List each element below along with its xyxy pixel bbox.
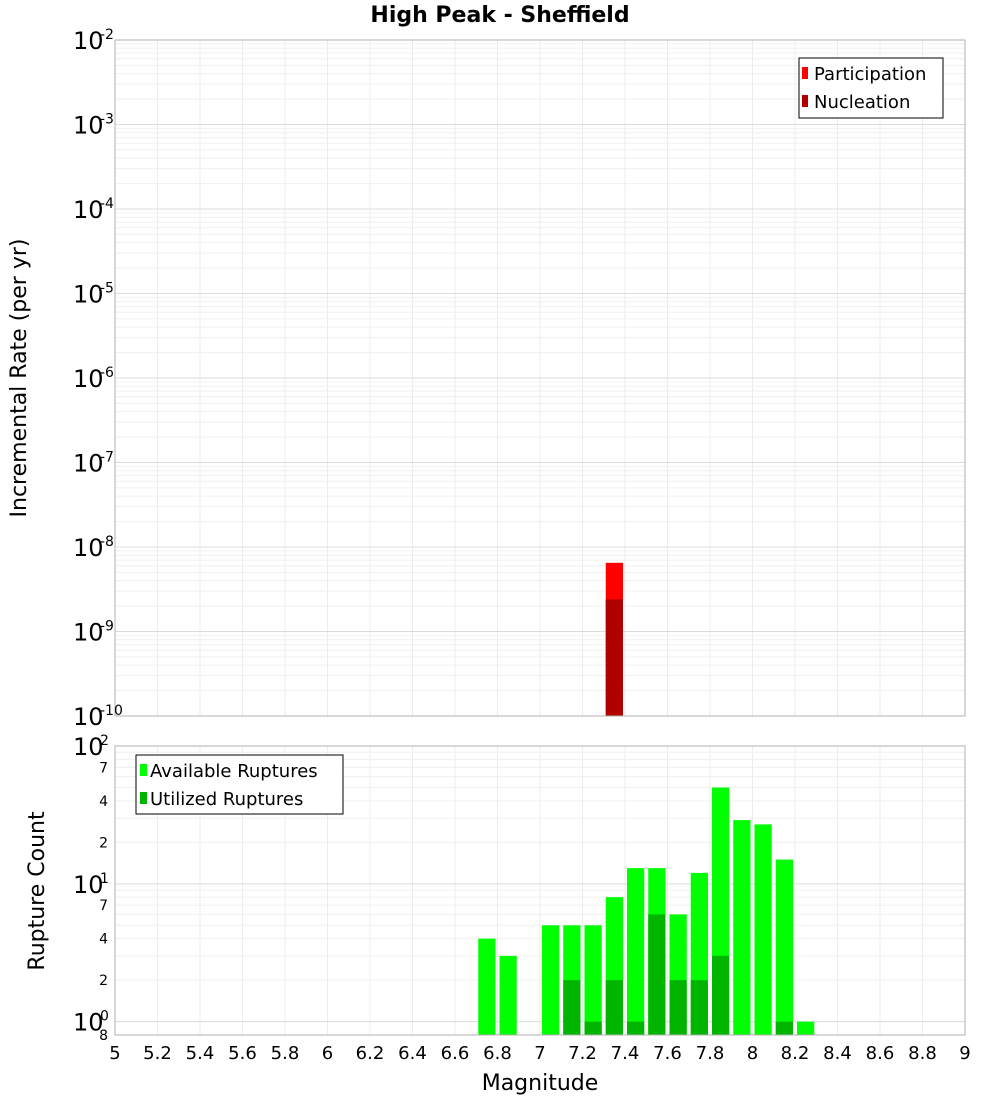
legend-swatch-participation [802,67,808,79]
x-tick-label: 8.4 [823,1043,852,1064]
count-y-tick-label: 10 [73,1009,104,1037]
rate-y-tick-label: 10 [73,534,104,562]
count-x-ticks: 5 5.2 5.4 5.6 5.8 6 6.2 6.4 6.6 6.8 7 7.2 7.4 7.6 7.8 8… [109,1043,970,1064]
available-ruptures-bar [733,820,751,1035]
rate-legend-box [798,57,944,119]
count-y-minor-tick-label: 2 [99,973,108,989]
x-tick-label: 9 [959,1043,970,1064]
rate-grid [115,40,965,717]
count-y-minor-tick-label: 4 [99,794,108,810]
count-y-tick-label: 10 [73,733,104,761]
x-tick-label: 5.2 [143,1043,172,1064]
rate-panel: 10-210-310-410-510-610-710-810-910-10 In… [7,27,966,731]
rate-y-tick-label: 10 [73,196,104,224]
count-y-tick-exponent: 1 [100,871,109,887]
count-y-axis-title: Rupture Count [25,811,50,971]
x-tick-label: 8.6 [866,1043,895,1064]
x-tick-label: 7.2 [568,1043,597,1064]
utilized-ruptures-bar [669,980,687,1035]
x-tick-label: 5.4 [186,1043,215,1064]
rate-y-tick-exponent: -9 [100,619,114,635]
count-y-minor-tick-label: 7 [99,898,108,914]
utilized-ruptures-bar [690,980,708,1035]
x-tick-label: 6.6 [441,1043,470,1064]
x-tick-label: 7 [534,1043,545,1064]
rate-y-tick-label: 10 [73,27,104,55]
utilized-ruptures-bar [605,980,623,1035]
x-tick-label: 8.2 [781,1043,810,1064]
x-tick-label: 7.4 [611,1043,640,1064]
chart-title: High Peak - Sheffield [370,3,629,28]
utilized-ruptures-bar [563,980,581,1035]
legend-label-utilized: Utilized Ruptures [150,789,303,810]
utilized-ruptures-bar [627,1021,645,1035]
x-axis-title: Magnitude [482,1071,599,1096]
rate-y-tick-label: 10 [73,619,104,647]
rate-y-ticks: 10-210-310-410-510-610-710-810-910-10 [73,27,123,731]
nucleation-bar [605,599,623,716]
available-ruptures-bar [754,824,772,1035]
rate-y-tick-exponent: -5 [100,281,114,297]
x-tick-label: 6 [322,1043,333,1064]
rate-plot-frame [114,39,966,717]
x-tick-label: 6.2 [356,1043,385,1064]
rate-y-tick-exponent: -6 [100,365,114,381]
available-ruptures-bar [775,859,793,1035]
count-legend-box [135,754,344,815]
available-ruptures-bar [627,868,645,1035]
utilized-ruptures-bar [712,955,730,1035]
x-tick-label: 6.4 [398,1043,427,1064]
legend-swatch-available [140,764,147,776]
x-tick-label: 5.6 [228,1043,257,1064]
count-y-tick-label: 10 [73,871,104,899]
rate-y-tick-exponent: -3 [100,112,114,128]
legend-label-nucleation: Nucleation [814,92,910,113]
rate-y-tick-exponent: -4 [100,196,114,212]
rate-y-tick-exponent: -7 [100,450,114,466]
x-tick-label: 5.8 [271,1043,300,1064]
x-tick-label: 7.6 [653,1043,682,1064]
rate-y-axis-title: Incremental Rate (per yr) [7,239,32,518]
utilized-ruptures-bar [584,1021,602,1035]
rate-y-tick-exponent: -8 [100,534,114,550]
rate-y-tick-label: 10 [73,450,104,478]
rate-y-tick-label: 10 [73,365,104,393]
legend-swatch-nucleation [802,95,808,107]
rate-y-tick-label: 10 [73,703,104,731]
x-tick-label: 7.8 [696,1043,725,1064]
count-y-tick-exponent: 0 [100,1009,109,1025]
rate-y-tick-label: 10 [73,112,104,140]
count-y-minor-tick-label: 2 [99,835,108,851]
count-y-minor-tick-label: 4 [99,932,108,948]
count-y-minor-tick-label: 8 [99,1028,108,1044]
count-plot-frame [114,745,966,1036]
legend-label-participation: Participation [814,64,926,85]
available-ruptures-bar [478,938,496,1035]
count-bars [478,787,815,1035]
rate-legend: Participation Nucleation [798,57,944,119]
available-ruptures-bar [797,1021,815,1035]
rate-y-tick-exponent: -10 [100,703,123,719]
x-tick-label: 8.8 [908,1043,937,1064]
available-ruptures-bar [542,925,560,1035]
available-ruptures-bar [499,955,517,1035]
rate-y-tick-exponent: -2 [100,27,114,43]
count-y-minor-tick-label: 7 [99,760,108,776]
x-tick-label: 5 [109,1043,120,1064]
count-legend: Available Ruptures Utilized Ruptures [135,754,344,815]
utilized-ruptures-bar [648,914,666,1035]
available-ruptures-bar [584,925,602,1035]
rate-bars [605,562,623,716]
legend-label-available: Available Ruptures [150,761,318,782]
utilized-ruptures-bar [775,1021,793,1035]
x-tick-label: 6.8 [483,1043,512,1064]
legend-swatch-utilized [140,792,147,804]
x-tick-label: 8 [747,1043,758,1064]
rate-y-tick-label: 10 [73,281,104,309]
count-y-tick-exponent: 2 [100,733,109,749]
